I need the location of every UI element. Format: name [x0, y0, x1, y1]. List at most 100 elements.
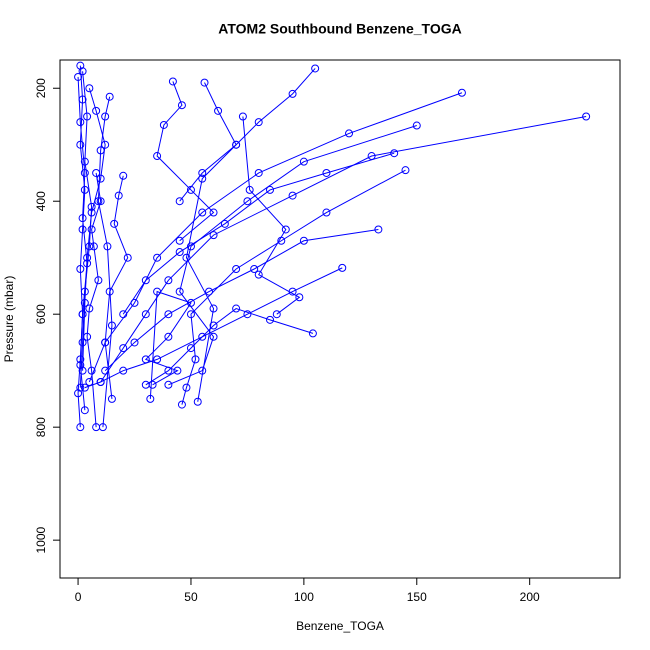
- data-point: [220, 219, 229, 228]
- data-point: [198, 174, 207, 183]
- data-point: [232, 304, 241, 313]
- data-point: [96, 146, 105, 155]
- data-point: [85, 304, 94, 313]
- data-point: [198, 208, 207, 217]
- data-point: [76, 383, 85, 392]
- data-point: [94, 276, 103, 285]
- data-point: [101, 112, 110, 121]
- data-point: [94, 197, 103, 206]
- data-point: [130, 338, 139, 347]
- data-point: [214, 106, 223, 115]
- data-point: [119, 344, 128, 353]
- data-point: [209, 231, 218, 240]
- data-point: [141, 310, 150, 319]
- data-point: [80, 157, 89, 166]
- data-point: [119, 310, 128, 319]
- profile-line: [145, 307, 314, 386]
- data-point: [182, 383, 191, 392]
- data-point: [110, 219, 119, 228]
- x-axis-label: Benzene_TOGA: [296, 619, 384, 633]
- profile-line: [100, 115, 587, 383]
- data-point: [209, 321, 218, 330]
- data-point: [159, 120, 168, 129]
- data-point: [92, 106, 101, 115]
- profile-line: [84, 267, 343, 389]
- data-point: [74, 389, 83, 398]
- data-point: [254, 118, 263, 127]
- data-point: [308, 329, 317, 338]
- x-tick-label: 0: [75, 590, 82, 604]
- data-point: [272, 310, 281, 319]
- y-tick-label: 400: [34, 191, 48, 211]
- data-point: [288, 89, 297, 98]
- data-point: [78, 67, 87, 76]
- data-point: [153, 152, 162, 161]
- data-point: [186, 242, 195, 251]
- profile-line: [97, 96, 113, 428]
- data-point: [96, 377, 105, 386]
- data-point: [338, 263, 347, 272]
- data-point: [141, 276, 150, 285]
- data-point: [295, 293, 304, 302]
- data-point: [80, 185, 89, 194]
- data-point: [175, 287, 184, 296]
- data-point: [96, 197, 105, 206]
- data-point: [146, 394, 155, 403]
- data-point: [164, 332, 173, 341]
- data-point: [80, 168, 89, 177]
- data-point: [186, 298, 195, 307]
- data-point: [582, 112, 591, 121]
- data-point: [87, 366, 96, 375]
- data-point: [87, 208, 96, 217]
- chart-title: ATOM2 Southbound Benzene_TOGA: [218, 21, 461, 37]
- y-tick-label: 800: [34, 417, 48, 437]
- y-axis-label: Pressure (mbar): [2, 276, 16, 363]
- data-point: [299, 236, 308, 245]
- profile-line: [82, 88, 106, 371]
- data-point: [78, 366, 87, 375]
- data-point: [148, 380, 157, 389]
- profile-line: [144, 290, 192, 399]
- data-point: [76, 423, 85, 432]
- data-point: [243, 197, 252, 206]
- data-point: [153, 287, 162, 296]
- data-point: [76, 265, 85, 274]
- data-point: [177, 101, 186, 110]
- data-point: [74, 72, 83, 81]
- data-point: [254, 270, 263, 279]
- data-point: [78, 214, 87, 223]
- data-point: [173, 366, 182, 375]
- data-point: [92, 423, 101, 432]
- data-point: [80, 298, 89, 307]
- data-point: [80, 383, 89, 392]
- profile-line: [104, 175, 129, 399]
- data-point: [266, 185, 274, 194]
- y-tick-label: 200: [34, 78, 48, 98]
- data-point: [390, 149, 399, 158]
- plot-frame: [59, 59, 621, 579]
- profile-line: [88, 92, 463, 383]
- data-point: [76, 118, 85, 127]
- data-point: [76, 140, 85, 149]
- data-point: [80, 406, 89, 415]
- data-point: [107, 321, 116, 330]
- profile-line: [77, 76, 88, 411]
- data-point: [401, 166, 410, 175]
- x-tick-label: 50: [184, 590, 198, 604]
- data-point: [92, 168, 101, 177]
- x-tick-label: 150: [407, 590, 427, 604]
- data-point: [182, 253, 191, 262]
- data-point: [78, 338, 87, 347]
- data-point: [243, 310, 252, 319]
- data-point: [209, 208, 218, 217]
- profile-line: [181, 169, 406, 405]
- data-point: [83, 253, 92, 262]
- data-point: [119, 171, 128, 180]
- data-point: [281, 225, 290, 234]
- data-point: [412, 121, 421, 130]
- data-point: [191, 355, 200, 364]
- data-point: [205, 287, 214, 296]
- y-tick-label: 600: [34, 304, 48, 324]
- data-point: [175, 197, 184, 206]
